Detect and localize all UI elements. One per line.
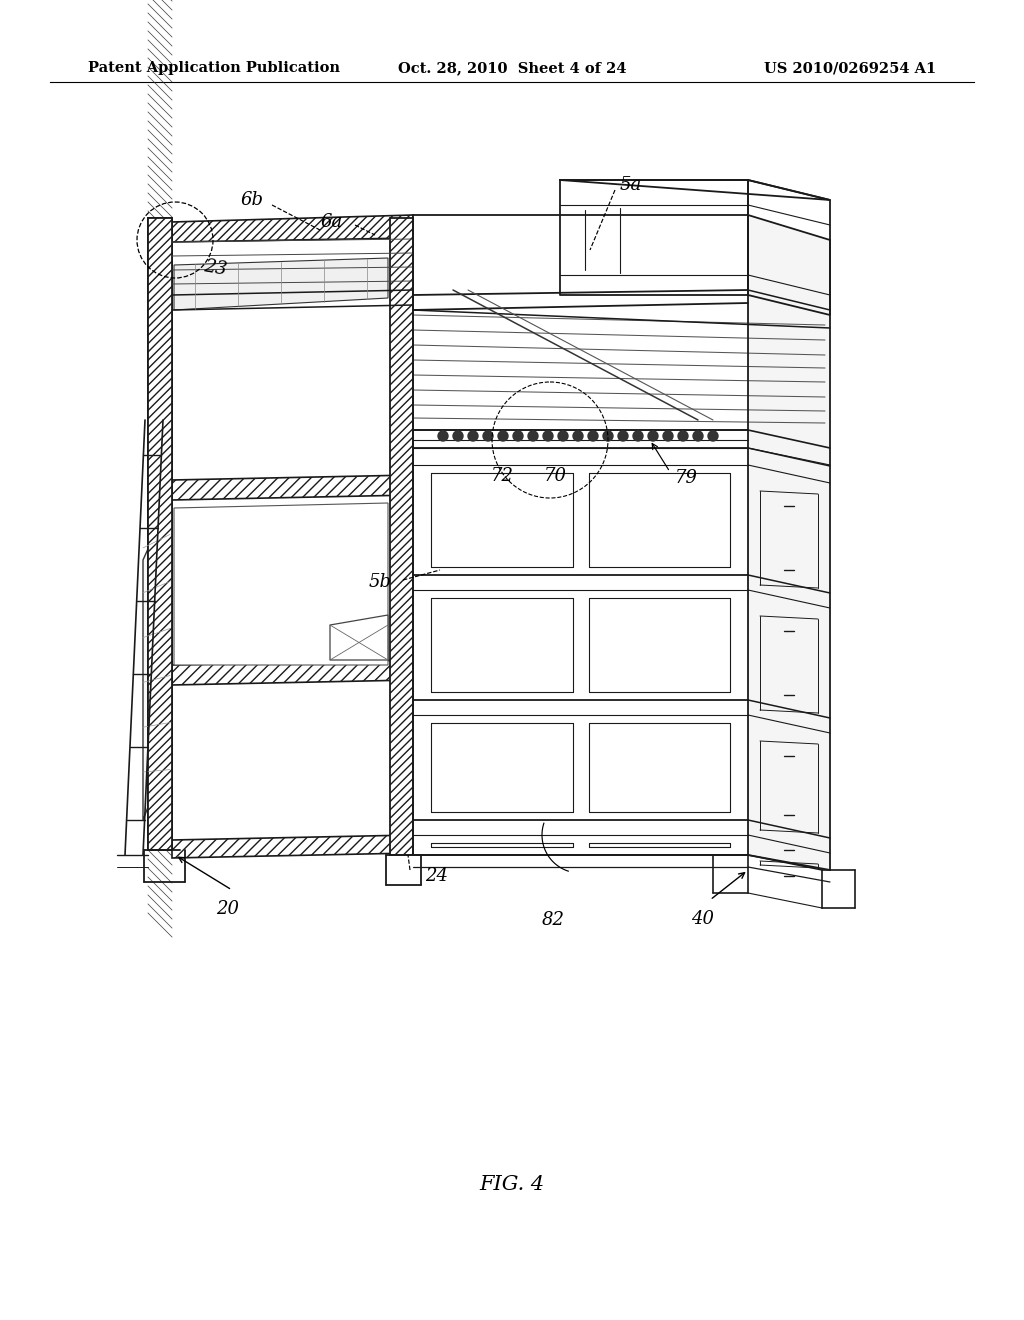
Text: 20: 20 [216, 900, 240, 917]
Polygon shape [174, 503, 388, 665]
Bar [390, 218, 413, 855]
Text: 40: 40 [691, 909, 715, 928]
Circle shape [438, 432, 449, 441]
Bar [148, 218, 172, 850]
Polygon shape [330, 615, 388, 660]
Text: 82: 82 [542, 911, 564, 929]
Text: 70: 70 [544, 467, 566, 484]
Text: FIG. 4: FIG. 4 [479, 1176, 545, 1195]
Text: 6a: 6a [321, 213, 343, 231]
Circle shape [513, 432, 523, 441]
Circle shape [558, 432, 568, 441]
Polygon shape [143, 500, 170, 820]
Text: 6b: 6b [241, 191, 263, 209]
Text: 79: 79 [675, 469, 698, 487]
Text: 24: 24 [425, 867, 449, 884]
Text: Patent Application Publication: Patent Application Publication [88, 61, 340, 75]
Polygon shape [172, 836, 413, 858]
Circle shape [678, 432, 688, 441]
Polygon shape [172, 475, 413, 500]
Circle shape [498, 432, 508, 441]
Polygon shape [174, 257, 388, 310]
Circle shape [663, 432, 673, 441]
Bar [413, 215, 748, 855]
Text: 5a: 5a [620, 176, 642, 194]
Polygon shape [172, 660, 413, 685]
Text: 5b: 5b [369, 573, 392, 591]
Text: Oct. 28, 2010  Sheet 4 of 24: Oct. 28, 2010 Sheet 4 of 24 [397, 61, 627, 75]
Circle shape [633, 432, 643, 441]
Circle shape [483, 432, 493, 441]
Text: 23: 23 [202, 257, 228, 279]
Circle shape [648, 432, 658, 441]
Circle shape [693, 432, 703, 441]
Circle shape [453, 432, 463, 441]
Circle shape [708, 432, 718, 441]
Circle shape [618, 432, 628, 441]
Circle shape [543, 432, 553, 441]
Circle shape [603, 432, 613, 441]
Circle shape [573, 432, 583, 441]
Polygon shape [148, 218, 172, 850]
Polygon shape [148, 218, 172, 850]
Polygon shape [748, 215, 830, 870]
Polygon shape [172, 215, 413, 242]
Text: US 2010/0269254 A1: US 2010/0269254 A1 [764, 61, 936, 75]
Circle shape [528, 432, 538, 441]
Text: 72: 72 [490, 467, 513, 484]
Circle shape [468, 432, 478, 441]
Circle shape [588, 432, 598, 441]
